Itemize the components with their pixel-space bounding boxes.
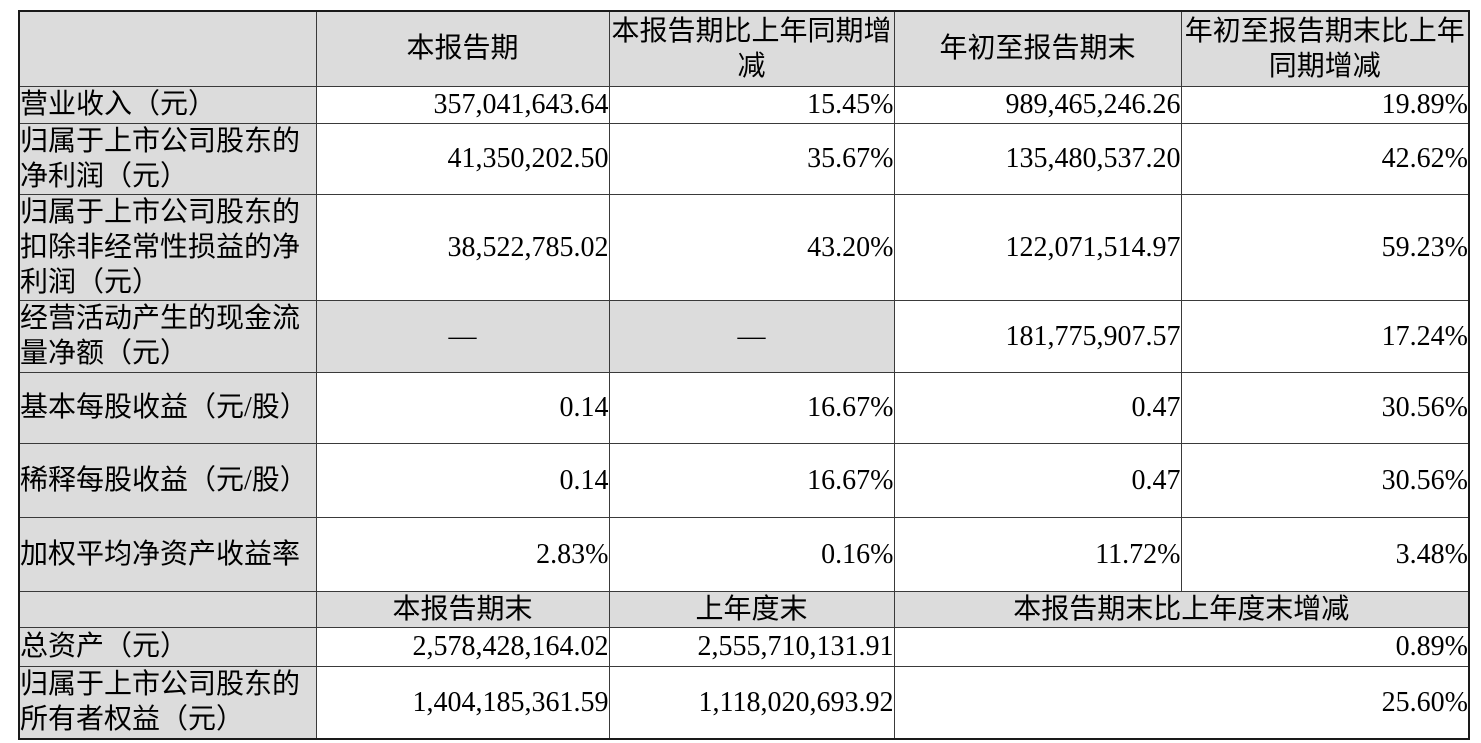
value-cell: 357,041,643.64	[315, 85, 610, 124]
header-row-section2: 本报告期末 上年度末 本报告期末比上年度末增减	[18, 590, 1470, 628]
value-cell: 135,480,537.20	[893, 122, 1182, 195]
value-cell: 0.16%	[608, 516, 895, 592]
table-row-weighted-avg-roe: 加权平均净资产收益率 2.83% 0.16% 11.72% 3.48%	[18, 516, 1470, 592]
value-cell: 122,071,514.97	[893, 193, 1182, 301]
value-cell: 41,350,202.50	[315, 122, 610, 195]
value-cell: 181,775,907.57	[893, 299, 1182, 373]
value-cell: 43.20%	[608, 193, 895, 301]
value-cell: 0.14	[315, 442, 610, 518]
value-cell: 2.83%	[315, 516, 610, 592]
value-cell: 11.72%	[893, 516, 1182, 592]
row-label: 经营活动产生的现金流量净额（元）	[18, 299, 317, 373]
value-cell: 16.67%	[608, 442, 895, 518]
value-cell: 59.23%	[1180, 193, 1470, 301]
table-row-revenue: 营业收入（元） 357,041,643.64 15.45% 989,465,24…	[18, 85, 1470, 124]
value-cell: 989,465,246.26	[893, 85, 1182, 124]
value-cell: 16.67%	[608, 371, 895, 444]
table-row-basic-eps: 基本每股收益（元/股） 0.14 16.67% 0.47 30.56%	[18, 371, 1470, 444]
header-current-period: 本报告期	[315, 10, 610, 87]
table-row-owners-equity: 归属于上市公司股东的所有者权益（元） 1,404,185,361.59 1,11…	[18, 665, 1470, 740]
row-label: 归属于上市公司股东的所有者权益（元）	[18, 665, 317, 740]
header-current-period-yoy: 本报告期比上年同期增减	[608, 10, 895, 87]
value-cell: 17.24%	[1180, 299, 1470, 373]
dash-cell: —	[608, 299, 895, 373]
value-cell: 30.56%	[1180, 371, 1470, 444]
value-cell: 3.48%	[1180, 516, 1470, 592]
header-end-of-prior-year: 上年度末	[608, 590, 895, 628]
header-row-section1: 本报告期 本报告期比上年同期增减 年初至报告期末 年初至报告期末比上年同期增减	[18, 10, 1470, 87]
dash-cell: —	[315, 299, 610, 373]
value-cell: 2,578,428,164.02	[315, 626, 610, 667]
table-row-operating-cash-flow: 经营活动产生的现金流量净额（元） — — 181,775,907.57 17.2…	[18, 299, 1470, 373]
value-cell: 38,522,785.02	[315, 193, 610, 301]
header-blank-cell	[18, 590, 317, 628]
row-label: 稀释每股收益（元/股）	[18, 442, 317, 518]
value-cell: 15.45%	[608, 85, 895, 124]
table-row-total-assets: 总资产（元） 2,578,428,164.02 2,555,710,131.91…	[18, 626, 1470, 667]
value-cell: 19.89%	[1180, 85, 1470, 124]
table-row-net-profit: 归属于上市公司股东的净利润（元） 41,350,202.50 35.67% 13…	[18, 122, 1470, 195]
header-change-vs-prior-year-end: 本报告期末比上年度末增减	[893, 590, 1470, 628]
value-cell: 1,404,185,361.59	[315, 665, 610, 740]
table-row-net-profit-excl-nonrecurring: 归属于上市公司股东的扣除非经常性损益的净利润（元） 38,522,785.02 …	[18, 193, 1470, 301]
financial-summary: 本报告期 本报告期比上年同期增减 年初至报告期末 年初至报告期末比上年同期增减 …	[18, 10, 1470, 740]
value-cell: 0.47	[893, 442, 1182, 518]
header-year-to-date: 年初至报告期末	[893, 10, 1182, 87]
row-label: 加权平均净资产收益率	[18, 516, 317, 592]
value-cell: 1,118,020,693.92	[608, 665, 895, 740]
header-year-to-date-yoy: 年初至报告期末比上年同期增减	[1180, 10, 1470, 87]
row-label: 营业收入（元）	[18, 85, 317, 124]
table-row-diluted-eps: 稀释每股收益（元/股） 0.14 16.67% 0.47 30.56%	[18, 442, 1470, 518]
financial-summary-table: 本报告期 本报告期比上年同期增减 年初至报告期末 年初至报告期末比上年同期增减 …	[18, 10, 1470, 740]
header-blank-cell	[18, 10, 317, 87]
header-end-of-period: 本报告期末	[315, 590, 610, 628]
row-label: 归属于上市公司股东的净利润（元）	[18, 122, 317, 195]
row-label: 基本每股收益（元/股）	[18, 371, 317, 444]
value-cell: 42.62%	[1180, 122, 1470, 195]
value-cell: 0.14	[315, 371, 610, 444]
value-cell: 0.47	[893, 371, 1182, 444]
row-label: 总资产（元）	[18, 626, 317, 667]
value-cell: 30.56%	[1180, 442, 1470, 518]
value-cell: 0.89%	[893, 626, 1470, 667]
value-cell: 35.67%	[608, 122, 895, 195]
value-cell: 25.60%	[893, 665, 1470, 740]
value-cell: 2,555,710,131.91	[608, 626, 895, 667]
row-label: 归属于上市公司股东的扣除非经常性损益的净利润（元）	[18, 193, 317, 301]
